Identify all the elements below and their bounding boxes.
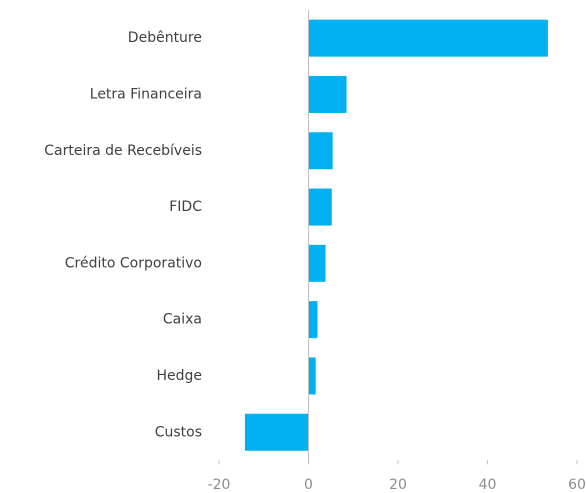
y-tick-label: Hedge [156,368,202,384]
y-tick-label: Custos [155,424,202,440]
x-tick-label: 40 [479,477,497,493]
x-tick-label: -20 [208,477,231,493]
bar [308,75,347,113]
bar [308,301,318,339]
y-tick-label: Letra Financeira [90,86,202,102]
y-tick-label: FIDC [169,199,202,215]
x-tick-label: 20 [389,477,407,493]
y-tick-label: Carteira de Recebíveis [44,143,202,159]
bar [308,244,326,282]
bar [308,188,332,226]
bar [308,19,548,57]
bar [308,132,333,170]
y-tick-label: Debênture [128,30,202,46]
bar [308,357,316,395]
x-tick-label: 0 [304,477,313,493]
bar [244,413,309,451]
y-tick-label: Caixa [163,312,202,328]
y-tick-label: Crédito Corporativo [65,255,202,271]
x-tick-label: 60 [568,477,586,493]
